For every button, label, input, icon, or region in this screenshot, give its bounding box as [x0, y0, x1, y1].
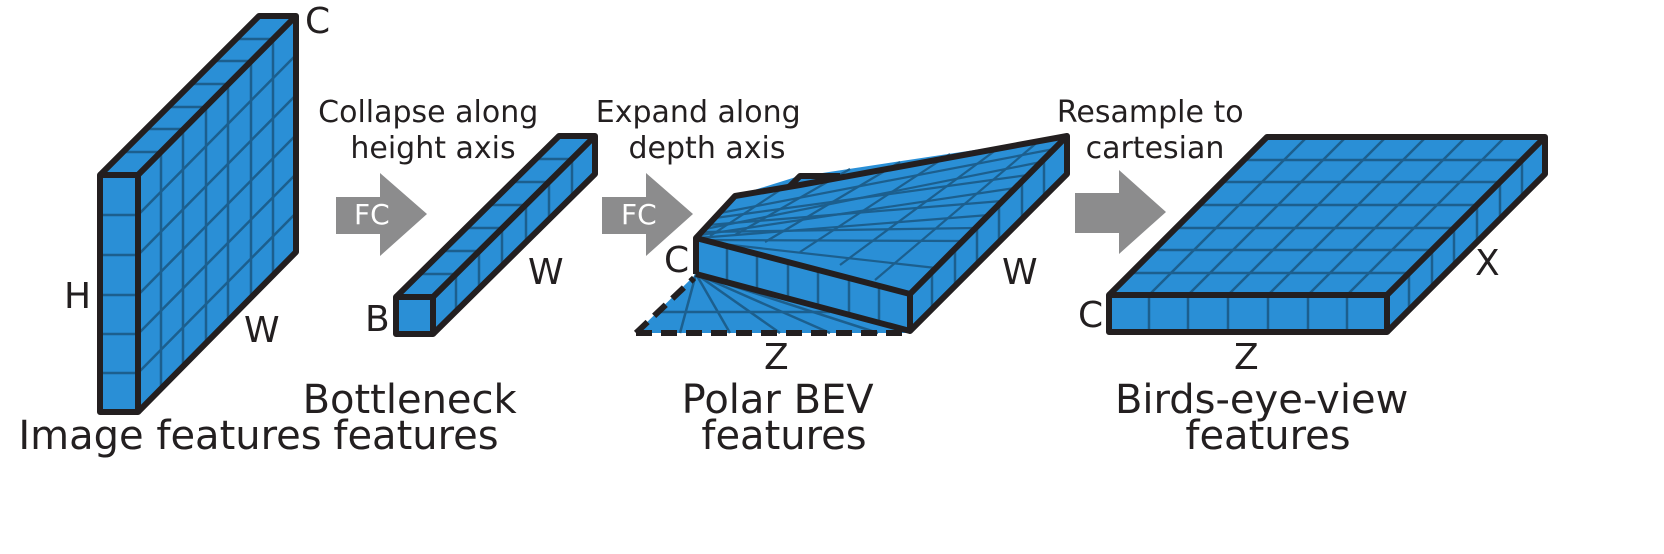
bev-outline: [1106, 134, 1548, 335]
image-tensor-grid: [100, 37, 297, 389]
collapse-step-text: Collapse along height axis: [318, 95, 548, 166]
bev-axis-z-label: Z: [1234, 337, 1259, 378]
bottleneck-top-face: [396, 136, 595, 297]
bottleneck-grid: [419, 157, 574, 311]
bev-caption-line-1: Birds-eye-view: [1115, 377, 1408, 423]
polar-caption-line-2: features: [701, 413, 866, 459]
image-axis-w-label: W: [244, 310, 280, 351]
polar-caption-line-1: Polar BEV: [682, 377, 875, 423]
bottleneck-front-face: [396, 297, 433, 334]
polar-side-face: [910, 136, 1067, 331]
image-features-tensor: [97, 13, 299, 415]
polar-bev-tensor: [633, 133, 1070, 336]
collapse-step-line-1: Collapse along: [318, 95, 538, 130]
image-axis-c-label: C: [305, 1, 330, 42]
polar-front-grid: [725, 246, 881, 322]
image-tensor-outline: [97, 13, 299, 415]
bottleneck-axis-w-label: W: [528, 252, 564, 293]
polar-front-face: [696, 238, 910, 331]
bev-axis-x-label: X: [1475, 243, 1500, 284]
image-axis-h-label: H: [64, 276, 91, 317]
image-features-caption: Image features: [18, 413, 321, 459]
polar-outline: [693, 133, 1070, 334]
bottleneck-caption-line-1: Bottleneck: [303, 377, 518, 423]
resample-step-line-2: cartesian: [1086, 131, 1225, 166]
bev-side-face: [1387, 137, 1545, 332]
expand-step-line-1: Expand along: [596, 95, 801, 130]
polar-bev-caption: Polar BEV features: [682, 377, 887, 459]
bottleneck-outline: [393, 133, 598, 337]
bottleneck-features-caption: Bottleneck features: [303, 377, 530, 459]
resample-step-text: Resample to cartesian: [1057, 95, 1253, 166]
bev-top-face: [1109, 137, 1545, 295]
bev-grid: [1131, 136, 1524, 332]
polar-side-grid: [930, 159, 1046, 309]
polar-axis-z-label: Z: [764, 337, 789, 378]
polar-axis-w-label: W: [1002, 252, 1038, 293]
collapse-step-line-2: height axis: [350, 131, 515, 166]
bev-front-face: [1109, 295, 1387, 332]
expand-step-line-2: depth axis: [629, 131, 786, 166]
resample-step-line-1: Resample to: [1057, 95, 1244, 130]
image-tensor-front-face: [100, 175, 138, 412]
bev-axis-c-label: C: [1078, 295, 1103, 336]
polar-axis-c-label: C: [664, 240, 689, 281]
bev-features-tensor: [1106, 134, 1548, 335]
fc-arrow-1-label: FC: [354, 198, 390, 231]
bottleneck-axis-b-label: B: [365, 299, 390, 340]
fc-arrow-1: [336, 173, 427, 256]
bottleneck-caption-line-2: features: [333, 413, 498, 459]
bev-features-caption: Birds-eye-view features: [1115, 377, 1421, 459]
fc-arrow-2: [602, 173, 693, 256]
image-tensor-top-face: [100, 16, 296, 175]
bev-caption-line-2: features: [1185, 413, 1350, 459]
image-caption-line-1: Image features: [18, 413, 321, 459]
polar-dashed-outline: [633, 275, 908, 336]
resample-arrow: [1075, 170, 1166, 254]
fc-arrow-2-label: FC: [621, 198, 657, 231]
expand-step-text: Expand along depth axis: [596, 95, 810, 166]
bottleneck-features-tensor: [393, 133, 598, 337]
bottleneck-side-face: [433, 136, 595, 334]
